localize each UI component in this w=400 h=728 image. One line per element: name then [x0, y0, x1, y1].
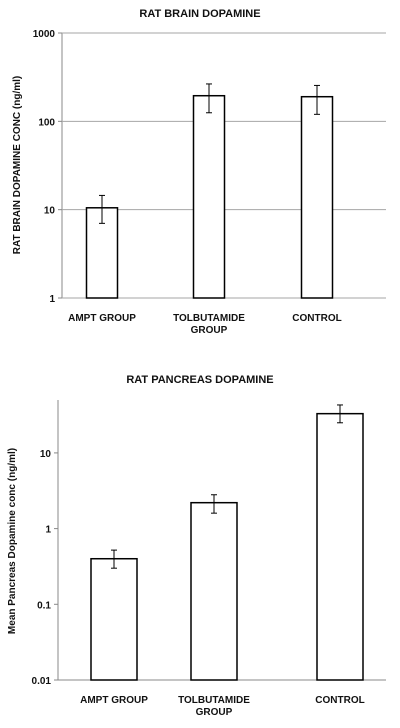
- bar: [190, 501, 238, 681]
- category-label: CONTROL: [292, 313, 341, 324]
- y-tick-label: 10: [44, 206, 56, 217]
- chart-title: RAT BRAIN DOPAMINE: [139, 8, 260, 20]
- category-label: TOLBUTAMIDE: [173, 313, 245, 324]
- error-bar: [206, 83, 212, 114]
- category-label: GROUP: [196, 707, 233, 718]
- y-tick-label: 1: [49, 294, 55, 305]
- bar: [300, 95, 334, 299]
- category-label: AMPT GROUP: [68, 313, 136, 324]
- category-label: TOLBUTAMIDE: [178, 695, 250, 706]
- y-tick-label: 10: [40, 449, 52, 460]
- y-tick-label: 100: [38, 117, 55, 128]
- brain-dopamine-chart: RAT BRAIN DOPAMINE RAT BRAIN DOPAMINE CO…: [12, 8, 386, 336]
- y-axis-label: RAT BRAIN DOPAMINE CONC (ng/ml): [12, 76, 23, 255]
- y-tick-label: 1: [45, 525, 51, 536]
- error-bar: [314, 84, 320, 115]
- category-label: CONTROL: [315, 695, 364, 706]
- category-label: AMPT GROUP: [80, 695, 148, 706]
- error-bar: [111, 549, 117, 569]
- y-tick-label: 0.01: [32, 676, 52, 687]
- error-bar: [337, 404, 343, 424]
- category-label: GROUP: [191, 325, 228, 336]
- error-bar: [211, 494, 217, 514]
- y-axis-label: Mean Pancreas Dopamine conc (ng/ml): [7, 448, 18, 634]
- y-tick-label: 0.1: [37, 600, 51, 611]
- error-bar: [99, 194, 105, 224]
- chart-title: RAT PANCREAS DOPAMINE: [126, 374, 273, 386]
- bar: [90, 557, 138, 681]
- y-tick-label: 1000: [33, 29, 56, 40]
- bar: [316, 412, 364, 681]
- pancreas-dopamine-chart: RAT PANCREAS DOPAMINE Mean Pancreas Dopa…: [7, 374, 386, 718]
- bar: [192, 94, 226, 299]
